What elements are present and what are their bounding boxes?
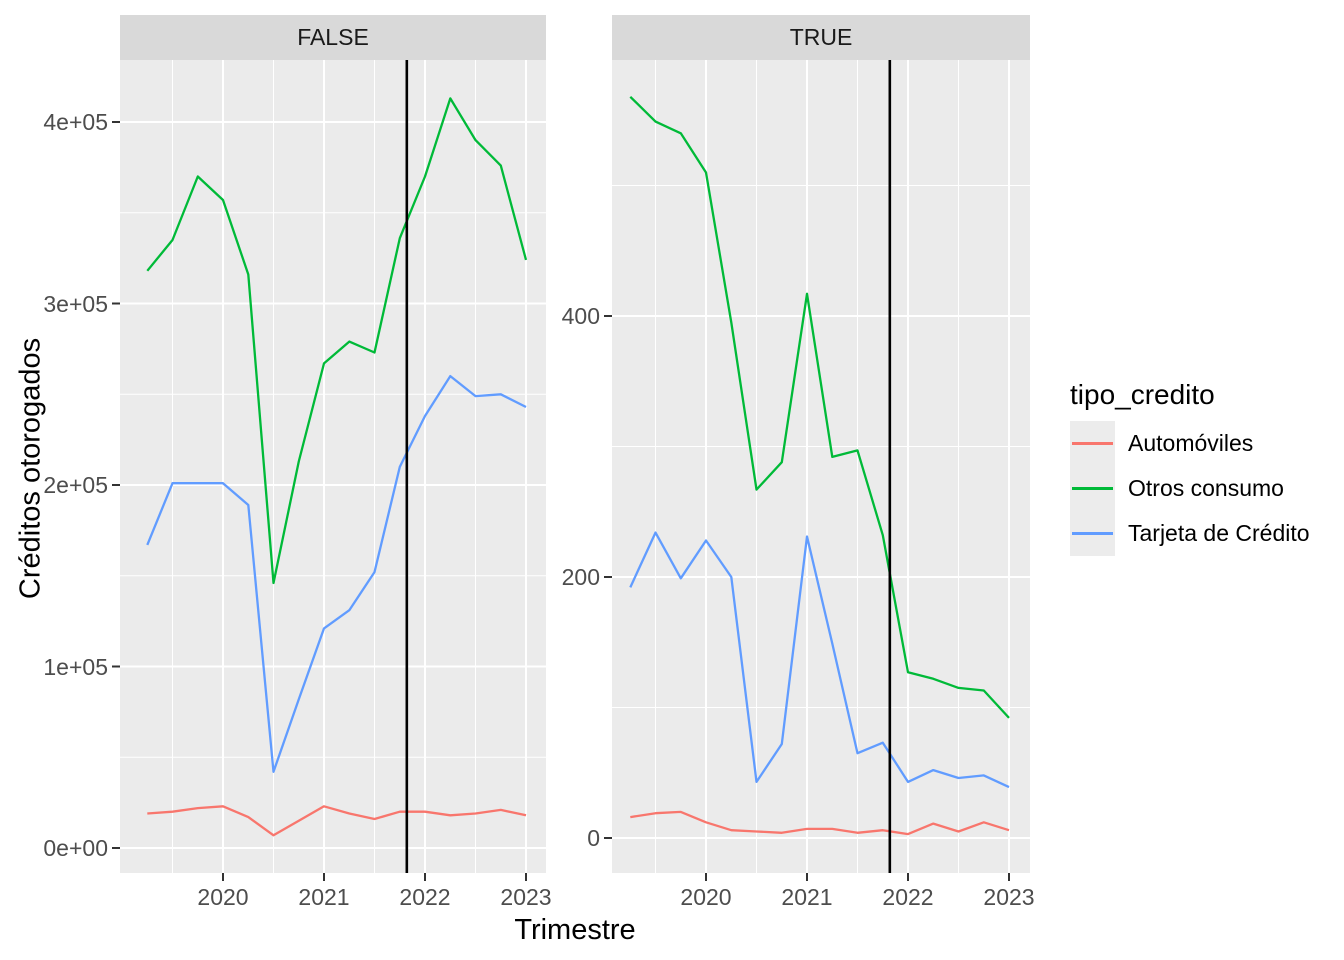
facet-strip-false: FALSE [120,15,546,60]
facet-strip-false-label: FALSE [297,24,369,50]
x-tick-label: 2023 [500,884,552,910]
y-axis-title: Créditos otorogados [14,337,47,600]
x-tick-label: 2022 [882,884,934,910]
legend-item-automoviles: Automóviles [1070,421,1344,466]
legend-title: tipo_credito [1070,379,1215,410]
y-tick-label: 0 [587,825,600,851]
legend-key-line [1072,487,1113,490]
x-tick-label: 2022 [399,884,451,910]
legend-item-label: Otros consumo [1128,475,1284,501]
panel-background-true [612,60,1030,873]
series-line-otros-consumo [629,95,1010,719]
series-line-otros-consumo [146,97,528,585]
y-tick-label: 0e+00 [43,835,108,861]
panel-background-false [120,60,546,873]
series-line-automoviles [147,805,527,837]
legend-key [1070,421,1115,466]
legend-item-label: Automóviles [1128,430,1254,456]
y-tick-label: 400 [561,303,600,329]
x-tick-label: 2023 [983,884,1035,910]
legend-key [1070,511,1115,556]
legend-key-line [1072,442,1113,445]
legend-item-tarjeta-de-credito: Tarjeta de Crédito [1070,511,1344,556]
series-line-tarjeta-de-credito [146,374,527,773]
series-line-automoviles [630,810,1010,836]
facet-strip-true: TRUE [612,15,1030,60]
y-tick-label: 200 [561,564,600,590]
x-tick-label: 2021 [298,884,350,910]
x-tick-label: 2020 [197,884,249,910]
x-tick-label: 2020 [680,884,732,910]
legend-item-otros-consumo: Otros consumo [1070,466,1344,511]
y-tick-label: 1e+05 [43,653,108,680]
legend-key [1070,466,1115,511]
x-tick-label: 2021 [781,884,833,910]
legend-item-label: Tarjeta de Crédito [1128,520,1310,546]
y-tick-label: 2e+05 [43,472,108,498]
legend-key-line [1072,532,1113,535]
series-line-tarjeta-de-credito [629,531,1010,789]
facet-strip-true-label: TRUE [789,24,853,50]
y-tick-label: 4e+05 [43,109,108,135]
y-tick-label: 3e+05 [43,290,108,317]
x-axis-title: Trimestre [514,914,636,946]
